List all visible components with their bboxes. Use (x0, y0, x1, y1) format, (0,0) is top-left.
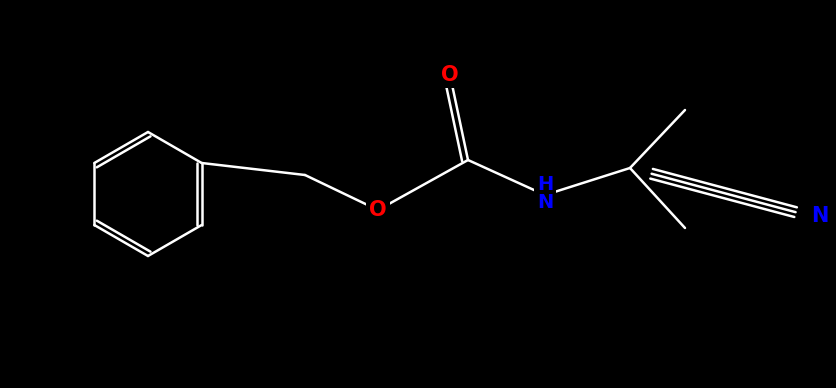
Text: O: O (369, 200, 386, 220)
Text: N: N (810, 206, 828, 226)
Text: N: N (536, 194, 553, 213)
Text: O: O (441, 65, 458, 85)
Text: H: H (536, 175, 553, 194)
Text: H
N: H N (536, 175, 553, 215)
